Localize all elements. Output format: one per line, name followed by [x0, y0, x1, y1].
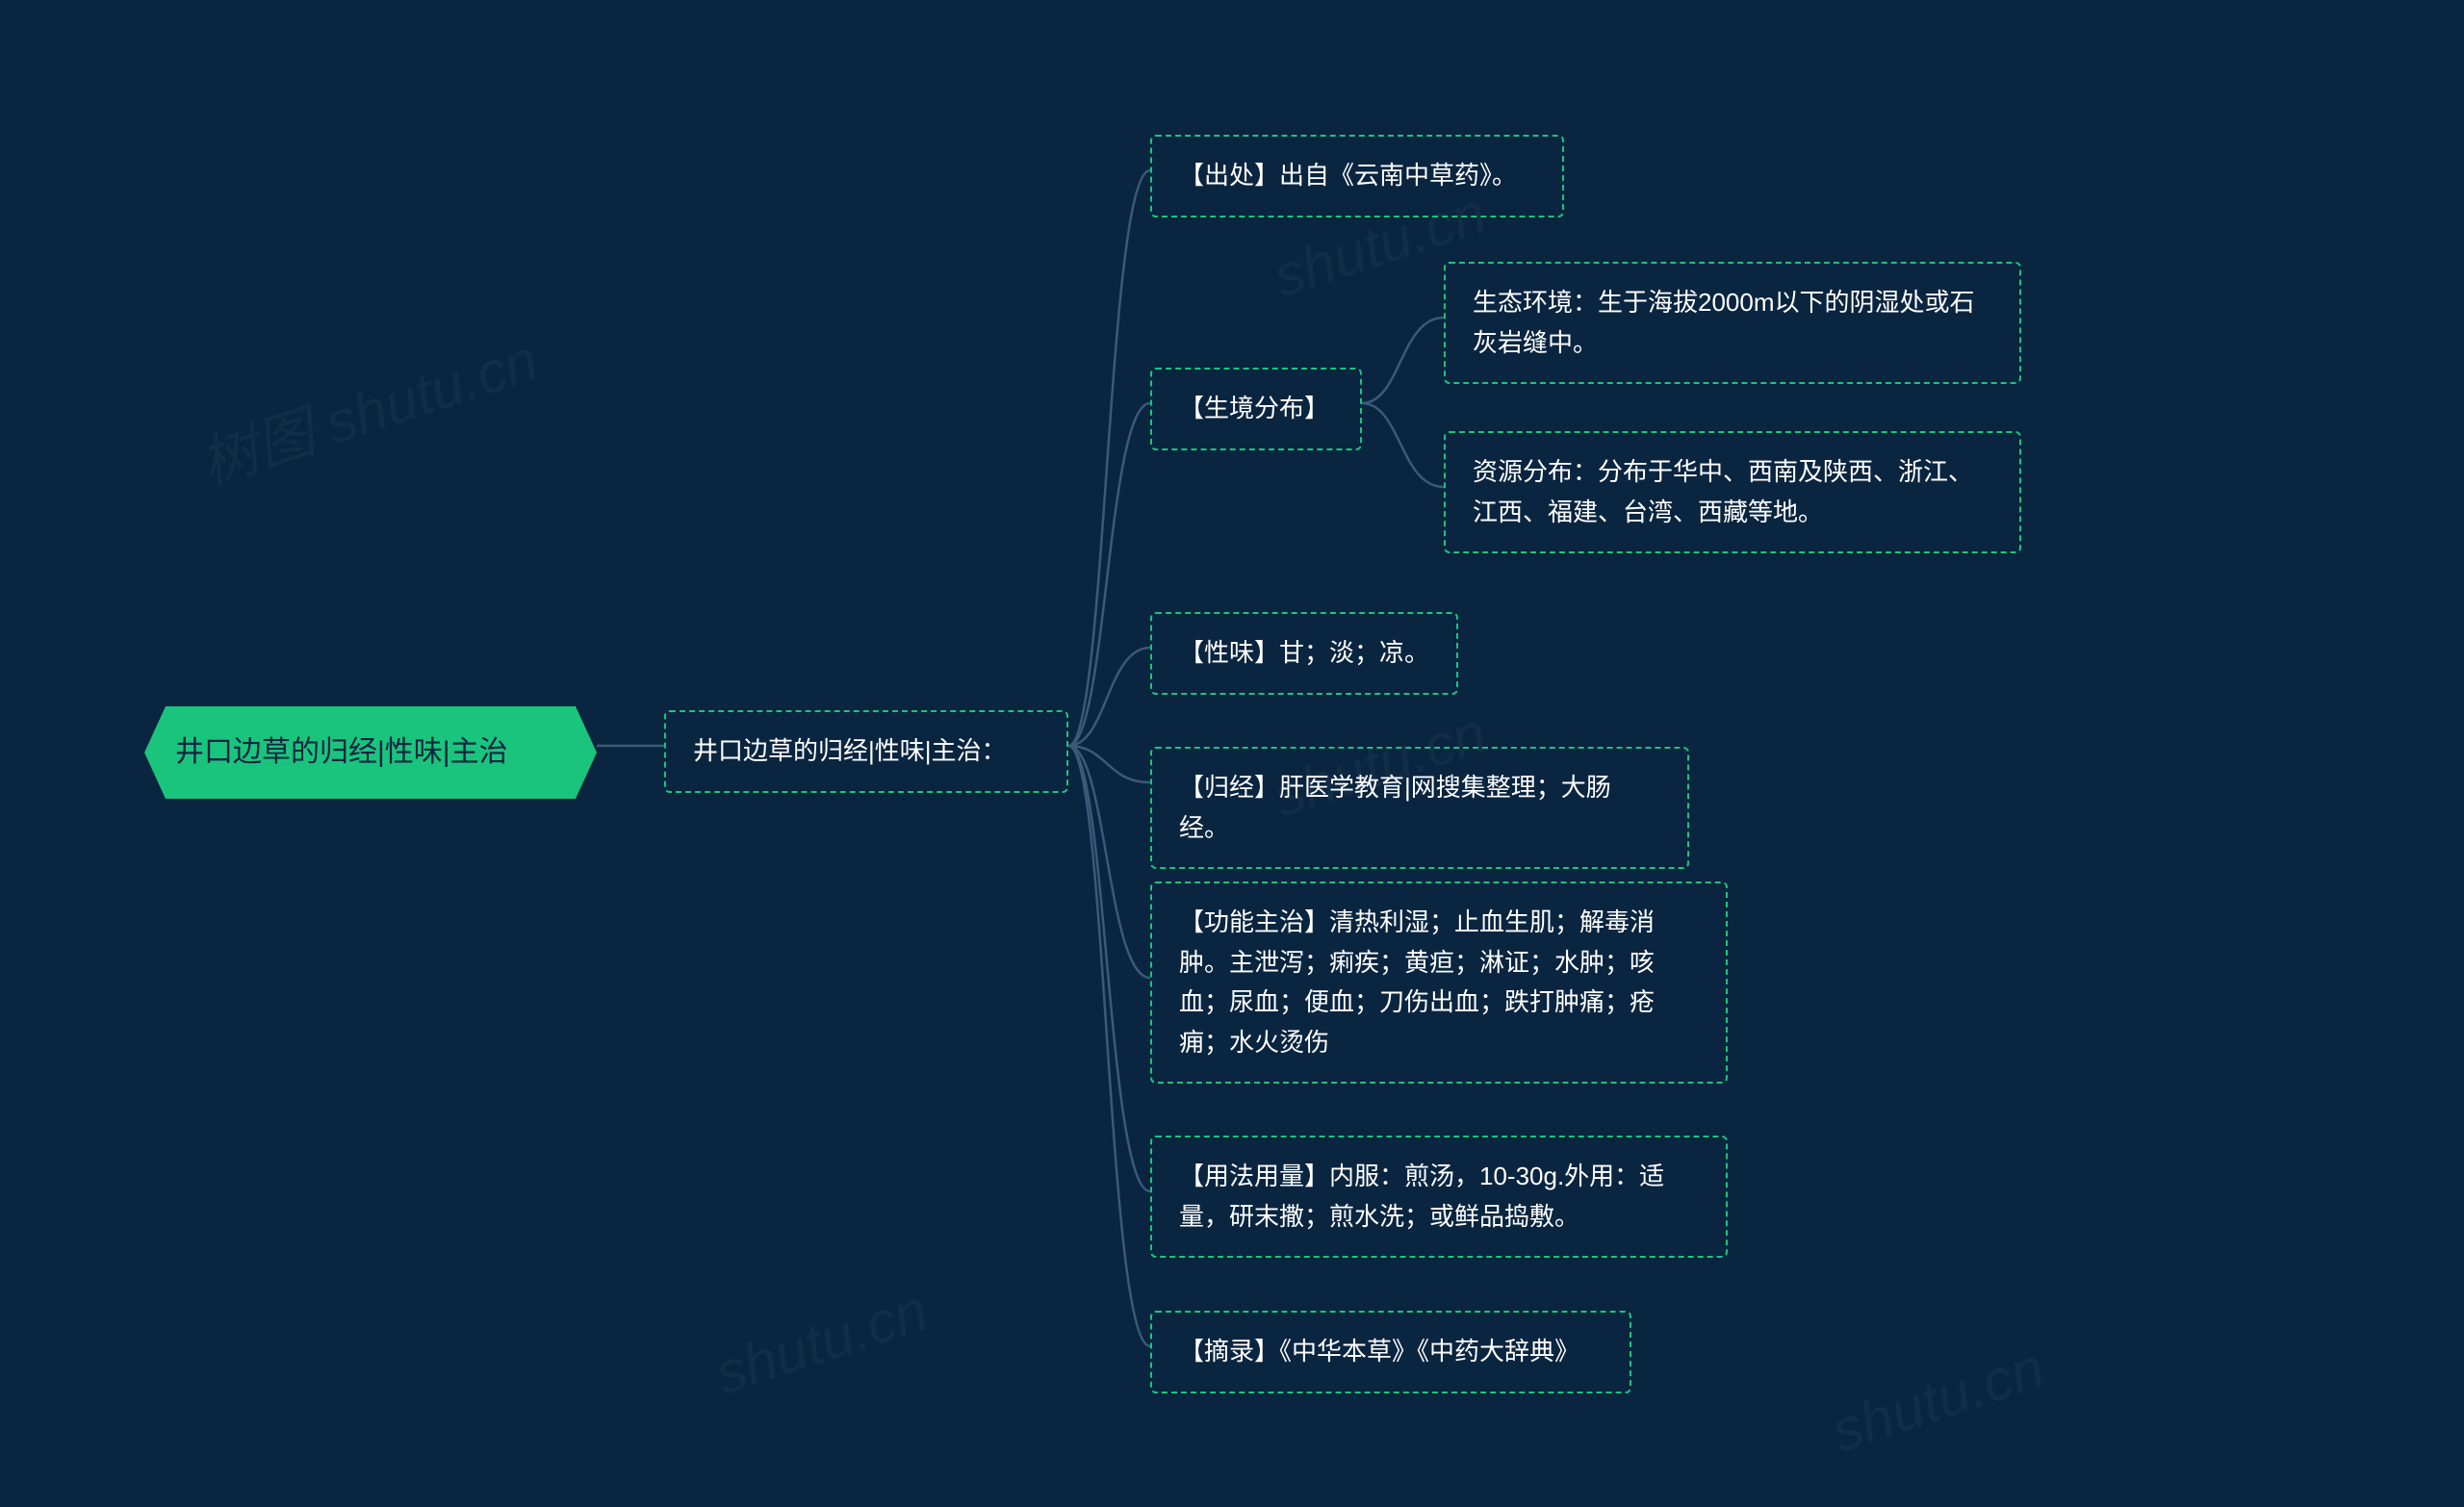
node-label: 【归经】肝医学教育|网搜集整理；大肠经。: [1179, 773, 1611, 842]
mindmap-root: 井口边草的归经|性味|主治: [144, 706, 597, 799]
node-habitat: 【生境分布】: [1150, 368, 1362, 450]
watermark: shutu.cn: [707, 1277, 936, 1408]
node-dosage: 【用法用量】内服：煎汤，10-30g.外用：适量，研末撒；煎水洗；或鲜品捣敷。: [1150, 1136, 1728, 1258]
node-meridian: 【归经】肝医学教育|网搜集整理；大肠经。: [1150, 747, 1689, 869]
root-label: 井口边草的归经|性味|主治: [175, 736, 508, 768]
node-label: 【出处】出自《云南中草药》。: [1179, 161, 1517, 190]
node-habitat-dist: 资源分布：分布于华中、西南及陕西、浙江、江西、福建、台湾、西藏等地。: [1444, 431, 2021, 553]
level1-label: 井口边草的归经|性味|主治：: [693, 736, 1007, 765]
node-label: 【用法用量】内服：煎汤，10-30g.外用：适量，研末撒；煎水洗；或鲜品捣敷。: [1179, 1162, 1664, 1231]
node-source: 【出处】出自《云南中草药》。: [1150, 135, 1564, 217]
node-taste: 【性味】甘；淡；凉。: [1150, 612, 1458, 695]
watermark: shutu.cn: [1824, 1335, 2052, 1466]
node-label: 【功能主治】清热利湿；止血生肌；解毒消肿。主泄泻；痢疾；黄疸；淋证；水肿；咳血；…: [1179, 907, 1655, 1057]
watermark: 树图 shutu.cn: [188, 314, 547, 501]
node-label: 【性味】甘；淡；凉。: [1179, 638, 1429, 667]
node-label: 生态环境：生于海拔2000m以下的阴湿处或石灰岩缝中。: [1473, 288, 1975, 357]
node-excerpt: 【摘录】《中华本草》《中药大辞典》: [1150, 1311, 1631, 1393]
node-label: 【生境分布】: [1179, 394, 1329, 422]
mindmap-level1: 井口边草的归经|性味|主治：: [664, 710, 1068, 793]
node-habitat-env: 生态环境：生于海拔2000m以下的阴湿处或石灰岩缝中。: [1444, 262, 2021, 384]
node-function: 【功能主治】清热利湿；止血生肌；解毒消肿。主泄泻；痢疾；黄疸；淋证；水肿；咳血；…: [1150, 881, 1728, 1084]
node-label: 【摘录】《中华本草》《中药大辞典》: [1179, 1337, 1579, 1366]
node-label: 资源分布：分布于华中、西南及陕西、浙江、江西、福建、台湾、西藏等地。: [1473, 457, 1973, 526]
